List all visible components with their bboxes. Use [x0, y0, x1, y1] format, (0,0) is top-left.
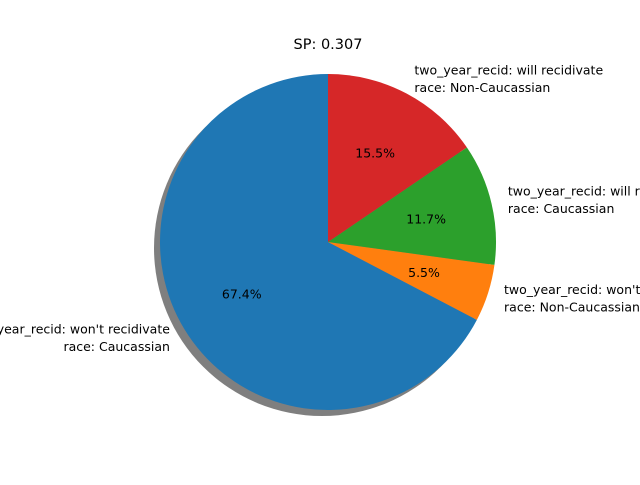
slice-label-line-3-0: two_year_recid: will recidivate: [414, 62, 603, 77]
pct-label-0: 67.4%: [222, 287, 262, 302]
chart-title: SP: 0.307: [294, 37, 363, 53]
slice-label-line-1-1: race: Non-Caucassian: [504, 299, 640, 314]
slice-label-3: two_year_recid: will recidivate race: Non…: [414, 62, 603, 95]
slice-label-line-2-1: race: Caucassian: [508, 201, 614, 216]
pie-slice-0-two-year-recid-won-t-recidivate-race-caucassian: [160, 74, 477, 410]
slice-label-line-0-1: race: Caucassian: [63, 339, 169, 354]
pct-label-2: 11.7%: [406, 211, 446, 226]
slice-label-line-3-1: race: Non-Caucassian: [414, 80, 550, 95]
slice-label-line-1-0: two_year_recid: won't recidivate: [504, 282, 640, 297]
slice-label-1: two_year_recid: won't recidivate race: No…: [504, 282, 640, 315]
slice-label-line-0-0: two_year_recid: won't recidivate: [0, 321, 170, 336]
pie-slice-2-two-year-recid-will-recidivate-race-caucassian: [328, 147, 496, 265]
pct-label-1: 5.5%: [408, 265, 440, 280]
slice-label-0: two_year_recid: won't recidivate race: Ca…: [0, 321, 170, 354]
slice-label-line-2-0: two_year_recid: will recidivate: [508, 183, 640, 198]
slice-label-2: two_year_recid: will recidivate race: Cau…: [508, 183, 640, 216]
pie-slice-3-two-year-recid-will-recidivate-race-non-caucassian: [328, 74, 467, 242]
pie-slice-1-two-year-recid-won-t-recidivate-race-non-caucassian: [328, 242, 495, 320]
pct-label-3: 15.5%: [355, 145, 395, 160]
